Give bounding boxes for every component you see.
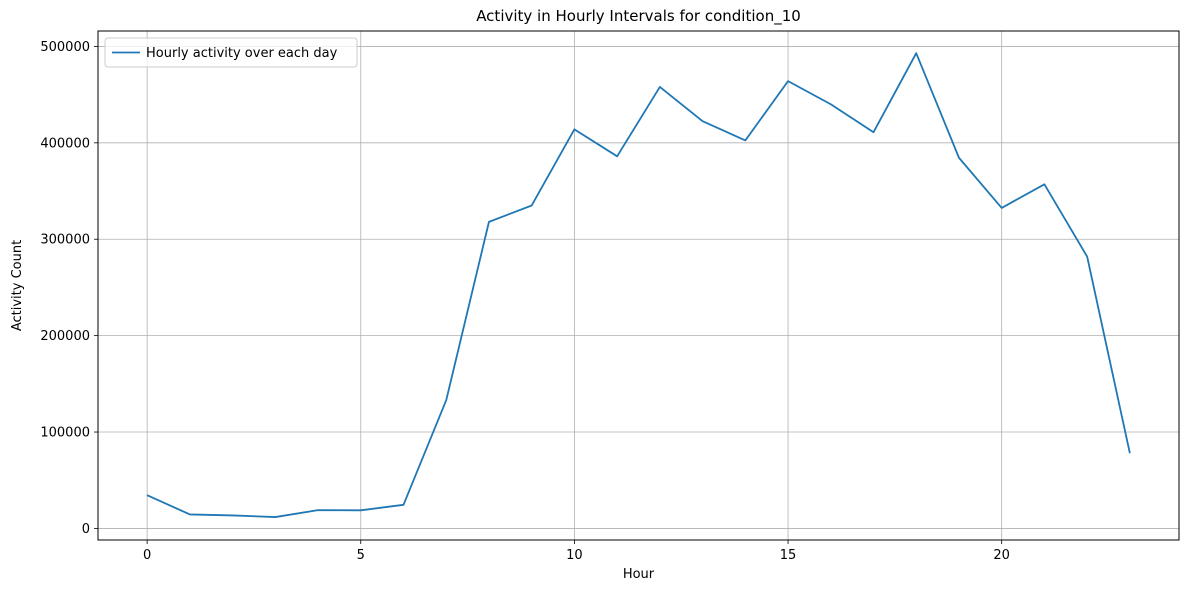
x-tick-label: 10 — [566, 548, 583, 563]
ticks: 0 5 10 15 20 0 100000 200000 300000 400000 500000 — [40, 40, 1010, 563]
chart-title: Activity in Hourly Intervals for conditi… — [476, 7, 801, 26]
legend-box — [104, 37, 358, 68]
x-tick-label: 20 — [993, 548, 1010, 563]
y-tick-label: 200000 — [40, 329, 90, 344]
x-tick-label: 5 — [357, 548, 365, 563]
plot-frame — [97, 30, 1180, 541]
y-tick-label: 0 — [82, 522, 90, 537]
y-tick-label: 400000 — [40, 136, 90, 151]
x-tick-label: 15 — [780, 548, 797, 563]
x-axis-label: Hour — [623, 567, 655, 582]
series-layer — [146, 52, 1131, 518]
series-line — [146, 52, 1131, 518]
y-tick-label: 300000 — [40, 233, 90, 248]
x-tick-label: 0 — [143, 548, 151, 563]
legend-entry-label: Hourly activity over each day — [146, 46, 338, 61]
y-axis-label: Activity Count — [10, 240, 25, 331]
legend: Hourly activity over each day — [104, 37, 358, 68]
y-tick-label: 100000 — [40, 426, 90, 441]
y-tick-label: 500000 — [40, 40, 90, 55]
